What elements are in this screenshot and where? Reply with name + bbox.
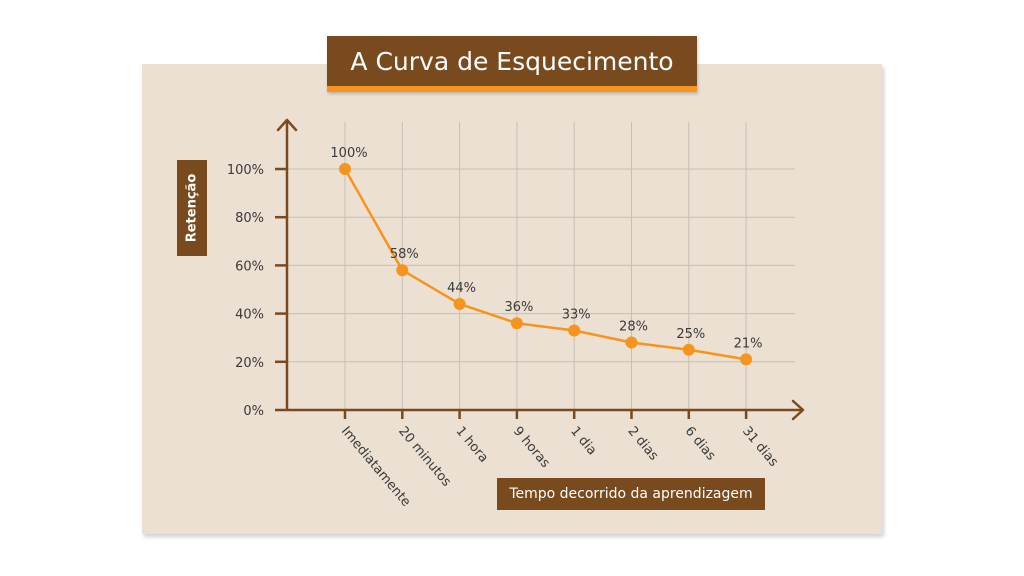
data-label: 36% bbox=[504, 300, 533, 315]
chart-panel bbox=[142, 64, 882, 534]
y-tick-label: 60% bbox=[235, 259, 264, 274]
data-point bbox=[453, 297, 466, 310]
data-label: 33% bbox=[562, 307, 591, 322]
data-point bbox=[568, 324, 581, 337]
y-axis-arrow bbox=[276, 118, 298, 132]
y-tick-label: 20% bbox=[235, 356, 264, 371]
x-tick-label: 1 dia bbox=[567, 424, 599, 458]
x-tick-label: 6 dias bbox=[682, 424, 719, 464]
y-tick-label: 100% bbox=[227, 163, 264, 178]
y-tick-label: 0% bbox=[243, 404, 264, 419]
series-line bbox=[343, 168, 747, 361]
x-tick-label: 20 minutos bbox=[395, 424, 454, 490]
data-label: 100% bbox=[330, 146, 367, 161]
data-point bbox=[339, 163, 351, 175]
data-point bbox=[682, 343, 695, 356]
data-label: 25% bbox=[676, 327, 705, 342]
x-tick-label: 9 horas bbox=[510, 424, 553, 471]
data-point bbox=[625, 336, 638, 349]
y-tick-label: 80% bbox=[235, 211, 264, 226]
data-label: 44% bbox=[447, 281, 476, 296]
x-axis-label: Tempo decorrido da aprendizagem bbox=[509, 486, 753, 502]
chart-title: A Curva de Esquecimento bbox=[350, 46, 674, 76]
x-tick-label: 1 hora bbox=[453, 424, 491, 466]
y-axis-label-box: Retenção bbox=[177, 160, 207, 256]
data-label: 58% bbox=[390, 247, 419, 262]
x-axis-label-box: Tempo decorrido da aprendizagem bbox=[497, 478, 765, 510]
chart-title-box: A Curva de Esquecimento bbox=[327, 36, 697, 92]
y-tick-label: 40% bbox=[235, 308, 264, 323]
data-point bbox=[396, 264, 409, 277]
data-point bbox=[510, 317, 523, 330]
data-label: 28% bbox=[619, 320, 648, 335]
x-tick-label: 31 dias bbox=[739, 424, 781, 470]
data-label: 21% bbox=[734, 336, 763, 351]
x-tick-label: 2 dias bbox=[624, 424, 661, 464]
data-point bbox=[740, 353, 753, 366]
x-axis-arrow bbox=[791, 399, 805, 421]
